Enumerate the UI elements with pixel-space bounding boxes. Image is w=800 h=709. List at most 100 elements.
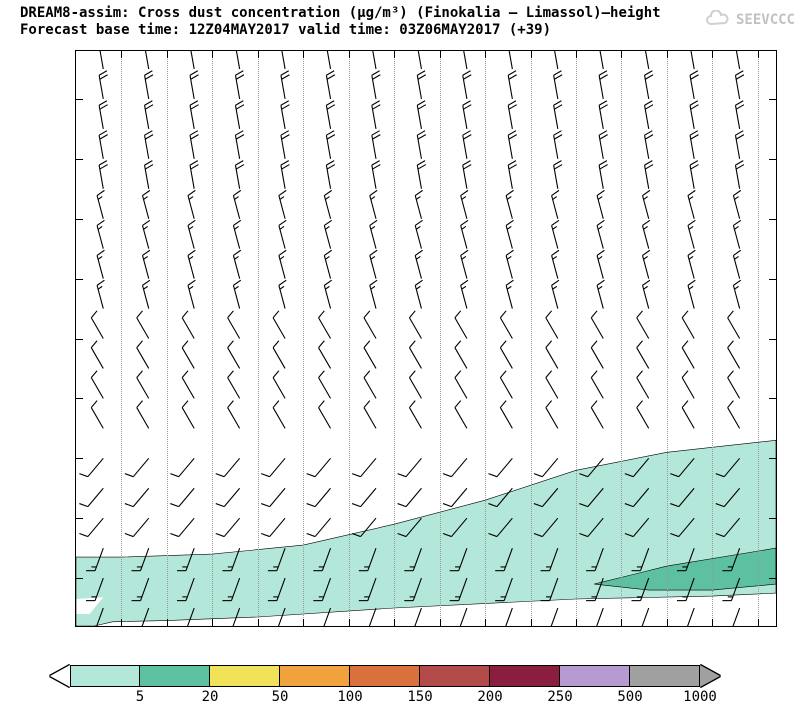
wind-barb [415, 250, 422, 278]
gridline [258, 51, 259, 626]
wind-barb [125, 518, 149, 536]
wind-barb [324, 220, 331, 248]
y-tick [769, 279, 777, 280]
wind-barb [190, 131, 198, 159]
wind-barb [372, 71, 380, 99]
x-tick [212, 50, 213, 58]
wind-barb [688, 220, 695, 248]
wind-barb [599, 101, 607, 129]
wind-barb [643, 190, 650, 218]
wind-barb [261, 488, 285, 506]
wind-barb [190, 161, 198, 189]
wind-barb [145, 50, 153, 69]
x-tick [758, 619, 759, 627]
wind-barb [591, 311, 603, 339]
wind-barb [233, 250, 240, 278]
x-tick [576, 50, 577, 58]
wind-barb [170, 488, 194, 506]
wind-barb [463, 101, 471, 129]
wind-barb [228, 401, 240, 429]
wind-barb [326, 71, 334, 99]
wind-barb [417, 161, 425, 189]
wind-barb [145, 161, 153, 189]
wind-barb [91, 341, 103, 369]
wind-barb [554, 50, 562, 69]
wind-barb [690, 50, 698, 69]
wind-barb [352, 458, 376, 476]
wind-barb [398, 488, 422, 506]
x-tick [212, 619, 213, 627]
wind-barb [508, 71, 516, 99]
wind-barb [261, 518, 285, 536]
wind-barb [463, 131, 471, 159]
wind-barb [645, 71, 653, 99]
colorbar-swatch [280, 665, 350, 687]
gridline [712, 51, 713, 626]
wind-barb [125, 488, 149, 506]
x-tick [167, 619, 168, 627]
wind-barb [145, 131, 153, 159]
wind-barb [552, 250, 559, 278]
wind-barb [637, 341, 649, 369]
wind-barb [125, 458, 149, 476]
x-tick [576, 619, 577, 627]
wind-barb [319, 311, 331, 339]
wind-barb [508, 161, 516, 189]
logo-text: SEEVCCC [736, 12, 795, 28]
wind-barb [170, 518, 194, 536]
wind-barb [188, 190, 195, 218]
wind-barb [91, 311, 103, 339]
wind-barb [554, 161, 562, 189]
wind-barb [99, 50, 107, 69]
wind-barb [319, 341, 331, 369]
wind-barb [645, 131, 653, 159]
y-tick [769, 159, 777, 160]
wind-barb [500, 311, 512, 339]
colorbar-swatch [140, 665, 210, 687]
colorbar-label: 150 [407, 689, 432, 705]
wind-barb [541, 608, 558, 627]
wind-barb [597, 280, 604, 308]
wind-barb [690, 71, 698, 99]
x-tick-label: 31E [563, 626, 588, 627]
wind-barb [137, 401, 149, 429]
wind-barb [182, 401, 194, 429]
x-tick [667, 619, 668, 627]
colorbar-label: 100 [337, 689, 362, 705]
wind-barb [409, 401, 421, 429]
wind-barb [591, 401, 603, 429]
wind-barb [690, 101, 698, 129]
wind-barb [508, 131, 516, 159]
y-tick [769, 518, 777, 519]
wind-barb [370, 280, 377, 308]
y-tick [75, 159, 83, 160]
x-tick-label: 30.5E [509, 626, 551, 627]
colorbar-label: 250 [547, 689, 572, 705]
wind-barb [461, 190, 468, 218]
x-tick-label: 30E [472, 626, 497, 627]
wind-barb [597, 220, 604, 248]
colorbar: 520501001502002505001000 [50, 665, 720, 687]
gridline [667, 51, 668, 626]
wind-barb [552, 220, 559, 248]
y-tick [75, 99, 83, 100]
colorbar-label: 50 [272, 689, 289, 705]
wind-barb [370, 220, 377, 248]
wind-barb [233, 190, 240, 218]
wind-barb [645, 101, 653, 129]
wind-barb [364, 341, 376, 369]
x-tick [531, 50, 532, 58]
wind-barb [97, 220, 104, 248]
wind-barb [728, 401, 740, 429]
gridline [349, 51, 350, 626]
gridline [576, 51, 577, 626]
x-tick-label: 27.5E [237, 626, 279, 627]
wind-barb [137, 341, 149, 369]
wind-barb [372, 161, 380, 189]
x-tick-label: 32E [654, 626, 679, 627]
y-tick [769, 99, 777, 100]
wind-barb [233, 220, 240, 248]
wind-barb [682, 401, 694, 429]
wind-barb [281, 50, 289, 69]
wind-barb [99, 161, 107, 189]
